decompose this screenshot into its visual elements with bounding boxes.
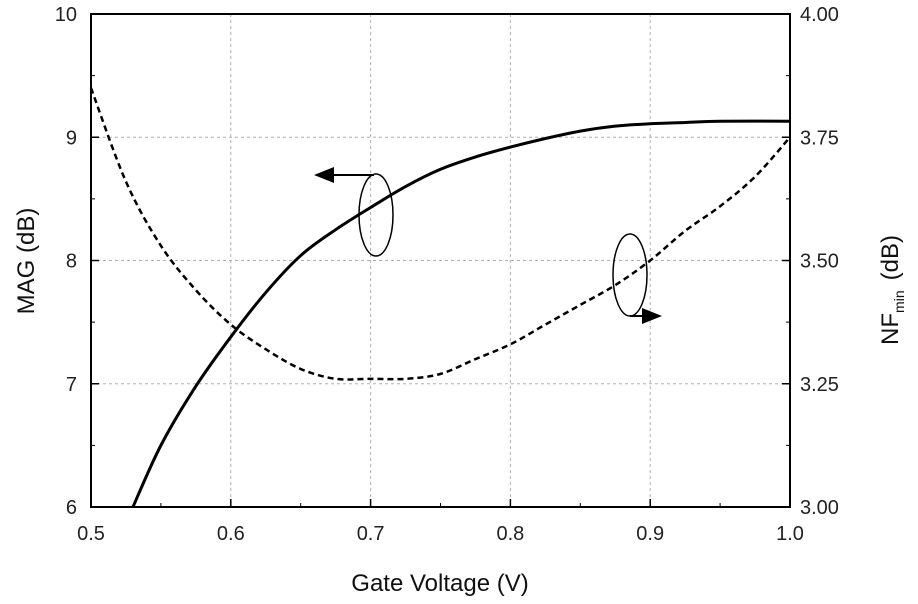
y-right-title-unit: (dB): [877, 235, 904, 280]
y-left-tick-label: 8: [66, 251, 77, 273]
y-right-axis-title: NFmin (dB): [877, 235, 907, 345]
x-tick-label: 0.5: [77, 523, 105, 545]
x-tick-label: 0.6: [217, 523, 245, 545]
annotation-ellipse-right: [612, 233, 648, 317]
y-right-title-base: NF: [877, 313, 904, 345]
arrow-left-head-icon: [314, 167, 334, 183]
axes-ticks: 0.5 0.6 0.7 0.8 0.9 1.0 6 7 8 9 10 3.00 3.25 3.50 3.75…: [55, 4, 839, 545]
y-right-tick-label: 3.00: [800, 497, 839, 519]
y-right-tick-label: 3.25: [800, 374, 839, 396]
y-left-tick-label: 9: [66, 127, 77, 149]
y-right-tick-label: 3.75: [800, 127, 839, 149]
y-left-axis-title: MAG (dB): [13, 208, 40, 315]
series-nfmin-line: [89, 87, 791, 381]
series-layer: [89, 87, 791, 508]
grid: [91, 14, 790, 507]
annotations: [314, 167, 662, 324]
y-right-tick-label: 3.50: [800, 251, 839, 273]
arrow-right-head-icon: [642, 308, 662, 324]
annotation-ellipse-left: [358, 173, 394, 257]
y-left-tick-label: 10: [55, 4, 77, 26]
x-tick-label: 1.0: [776, 523, 804, 545]
x-tick-label: 0.7: [357, 523, 385, 545]
x-tick-label: 0.9: [636, 523, 664, 545]
y-right-title-sub: min: [891, 290, 907, 313]
y-right-tick-label: 4.00: [800, 4, 839, 26]
x-axis-title: Gate Voltage (V): [351, 570, 528, 597]
x-tick-label: 0.8: [496, 523, 524, 545]
y-left-tick-label: 7: [66, 374, 77, 396]
y-left-tick-label: 6: [66, 497, 77, 519]
series-mag-line: [131, 119, 791, 508]
